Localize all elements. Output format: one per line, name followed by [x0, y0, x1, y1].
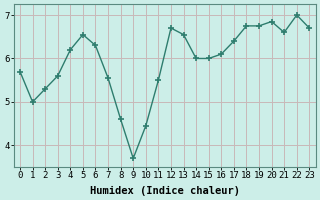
X-axis label: Humidex (Indice chaleur): Humidex (Indice chaleur): [90, 186, 240, 196]
